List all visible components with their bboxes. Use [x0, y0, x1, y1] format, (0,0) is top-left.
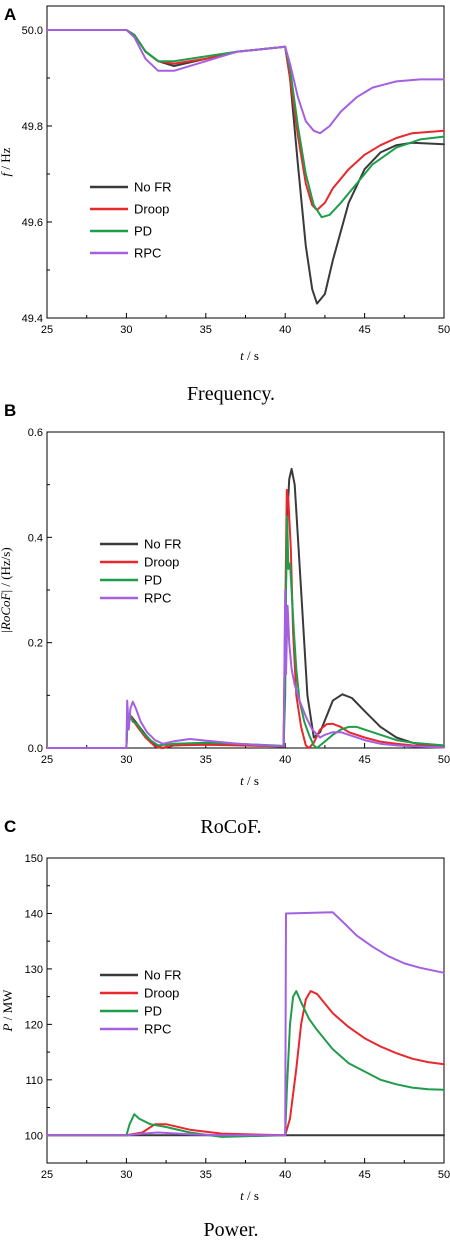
y-tick-label: 100: [25, 1130, 43, 1142]
legend-label: PD: [144, 1004, 162, 1019]
figure-caption: Power.: [204, 1219, 259, 1241]
chart-panel-a: A 25 30 35 40 45 50 49.4 49.6 49.8 50.0 No FR Droop P…: [0, 5, 450, 405]
y-axis-title: |RoCoF| / (Hz/s): [0, 547, 13, 632]
series-line-rpc: [46, 29, 445, 135]
figure-caption: Frequency.: [187, 383, 275, 405]
x-tick-label: 40: [279, 1169, 291, 1181]
series-line-pd: [46, 515, 445, 749]
x-axis-title: t / s: [240, 773, 259, 788]
y-tick-label: 50.0: [22, 25, 43, 37]
x-tick-label: 35: [200, 324, 212, 336]
plot-frame: [46, 5, 445, 319]
panel-letter: C: [4, 817, 16, 836]
series-line-no-fr: [46, 467, 445, 749]
x-tick-label: 40: [279, 754, 291, 766]
x-tick-label: 30: [120, 324, 132, 336]
y-tick-label: 130: [25, 964, 43, 976]
y-tick-label: 140: [25, 908, 43, 920]
x-tick-label: 35: [200, 1169, 212, 1181]
x-axis-title: t / s: [240, 348, 259, 363]
legend-label: No FR: [134, 180, 172, 195]
y-tick-label: 110: [25, 1075, 43, 1087]
series-line-rpc: [46, 589, 445, 749]
legend-label: No FR: [144, 968, 182, 983]
series-line-pd: [46, 29, 445, 219]
y-tick-label: 0.2: [28, 638, 43, 650]
y-axis-title: P / MW: [0, 989, 15, 1033]
y-tick-label: 150: [25, 853, 43, 865]
plot-frame: [46, 431, 445, 749]
legend-label: RPC: [134, 246, 161, 261]
y-tick-label: 49.8: [22, 121, 43, 133]
legend-label: Droop: [134, 202, 169, 217]
x-tick-label: 45: [358, 1169, 370, 1181]
x-tick-label: 25: [41, 324, 53, 336]
x-tick-label: 40: [279, 324, 291, 336]
series-line-droop: [46, 990, 445, 1137]
y-tick-label: 49.6: [22, 217, 43, 229]
y-tick-label: 0.6: [28, 427, 43, 439]
panel-letter: B: [4, 401, 16, 420]
x-tick-label: 25: [41, 754, 53, 766]
y-axis-title: f / Hz: [0, 147, 13, 176]
legend-label: PD: [134, 224, 152, 239]
legend-label: RPC: [144, 1022, 171, 1037]
series-line-droop: [46, 29, 445, 211]
legend-label: Droop: [144, 986, 179, 1001]
series-line-rpc: [46, 911, 445, 1137]
chart-panel-c: C 25 30 35 40 45 50 100 110 120 130 140 150 No FR Droo…: [0, 817, 450, 1241]
x-tick-label: 45: [358, 754, 370, 766]
x-tick-label: 50: [438, 324, 450, 336]
legend-label: RPC: [144, 591, 171, 606]
series-line-pd: [46, 990, 445, 1138]
y-tick-label: 0.4: [28, 532, 43, 544]
y-tick-label: 49.4: [22, 313, 43, 325]
y-tick-label: 0.0: [28, 743, 43, 755]
chart-panel-b: B 25 30 35 40 45 50 0.0 0.2 0.4 0.6 No FR Droop PD RPC…: [0, 401, 450, 838]
x-tick-label: 25: [41, 1169, 53, 1181]
legend-label: Droop: [144, 555, 179, 570]
figure-caption: RoCoF.: [200, 816, 261, 838]
x-tick-label: 50: [438, 1169, 450, 1181]
x-tick-label: 30: [120, 754, 132, 766]
x-tick-label: 30: [120, 1169, 132, 1181]
legend-label: No FR: [144, 537, 182, 552]
x-tick-label: 35: [200, 754, 212, 766]
y-tick-label: 120: [25, 1019, 43, 1031]
legend-label: PD: [144, 573, 162, 588]
panel-letter: A: [4, 5, 16, 24]
x-tick-label: 45: [358, 324, 370, 336]
series-line-droop: [46, 488, 445, 749]
series-line-no-fr: [46, 29, 445, 305]
x-tick-label: 50: [438, 754, 450, 766]
x-axis-title: t / s: [240, 1188, 259, 1203]
